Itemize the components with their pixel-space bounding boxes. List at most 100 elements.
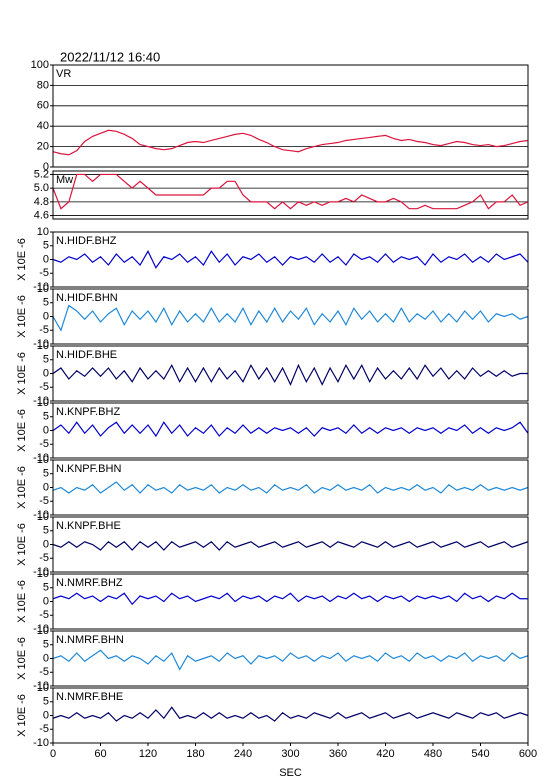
y-tick-label: -10 xyxy=(33,680,49,692)
y-tick-label: 0 xyxy=(43,709,49,721)
series-line xyxy=(52,129,529,156)
chart-title: 2022/11/12 16:40 xyxy=(60,49,160,64)
y-tick-label: 4.6 xyxy=(34,209,49,221)
y-tick-label: 5 xyxy=(43,297,49,309)
y-tick-label: 5.2 xyxy=(34,168,49,180)
y-tick-label: 10 xyxy=(37,454,49,466)
panel-title: N.NMRF.BHE xyxy=(56,691,123,703)
x-axis-label: SEC xyxy=(279,767,302,779)
y-tick-label: 10 xyxy=(37,283,49,295)
series-line xyxy=(52,649,529,671)
y-tick-label: -5 xyxy=(39,438,49,450)
y-tick-label: -10 xyxy=(33,509,49,521)
y-tick-label: 5 xyxy=(43,696,49,708)
x-tick-label: 420 xyxy=(376,748,394,760)
y-tick-label: -10 xyxy=(33,566,49,578)
y-tick-label: 10 xyxy=(37,340,49,352)
y-tick-label: 80 xyxy=(37,79,49,91)
y-tick-label: 10 xyxy=(37,625,49,637)
y-axis-label: X 10E -6 xyxy=(16,466,28,509)
y-tick-label: 5 xyxy=(43,411,49,423)
x-tick-label: 60 xyxy=(94,748,106,760)
y-axis-label: X 10E -6 xyxy=(16,580,28,623)
y-tick-label: 0 xyxy=(43,538,49,550)
x-tick-label: 120 xyxy=(139,748,157,760)
x-tick-label: 360 xyxy=(329,748,347,760)
x-tick-label: 0 xyxy=(50,748,56,760)
y-tick-label: 10 xyxy=(37,226,49,238)
y-tick-label: -10 xyxy=(33,737,49,749)
y-axis-label: X 10E -6 xyxy=(16,295,28,338)
series-line xyxy=(52,249,529,269)
y-axis-label: X 10E -6 xyxy=(16,352,28,395)
y-tick-label: 5 xyxy=(43,240,49,252)
x-tick-label: 540 xyxy=(471,748,489,760)
series-line xyxy=(52,363,528,386)
plot-frame xyxy=(52,459,529,516)
y-tick-label: -10 xyxy=(33,395,49,407)
series-line xyxy=(52,173,529,210)
y-tick-label: -5 xyxy=(39,552,49,564)
x-tick-label: 180 xyxy=(186,748,204,760)
y-tick-label: 20 xyxy=(37,141,49,153)
y-tick-label: 4.8 xyxy=(34,196,49,208)
panel-title: N.NMRF.BHZ xyxy=(56,577,123,589)
y-tick-label: -5 xyxy=(39,609,49,621)
y-tick-label: 100 xyxy=(31,59,49,71)
series-line xyxy=(52,481,529,494)
series-line xyxy=(52,421,529,438)
y-tick-label: -5 xyxy=(39,666,49,678)
x-tick-label: 480 xyxy=(424,748,442,760)
y-tick-label: 0 xyxy=(43,310,49,322)
panel-title: N.HIDF.BHN xyxy=(56,292,118,304)
y-tick-label: 10 xyxy=(37,511,49,523)
y-tick-label: 0 xyxy=(43,424,49,436)
plot-frame xyxy=(52,573,529,630)
plot-frame xyxy=(52,170,529,220)
plot-frame xyxy=(52,231,529,288)
series-line xyxy=(52,706,529,722)
y-tick-label: 5 xyxy=(43,354,49,366)
y-tick-label: -5 xyxy=(39,381,49,393)
y-tick-label: -5 xyxy=(39,267,49,279)
y-tick-label: -10 xyxy=(33,623,49,635)
y-tick-label: 40 xyxy=(37,120,49,132)
y-axis-label: X 10E -6 xyxy=(16,694,28,737)
y-axis-label: X 10E -6 xyxy=(16,409,28,452)
panel-title: VR xyxy=(56,68,71,80)
y-tick-label: -10 xyxy=(33,281,49,293)
panel-title: N.KNPF.BHE xyxy=(56,520,121,532)
y-tick-label: -5 xyxy=(39,324,49,336)
panel-title: N.KNPF.BHN xyxy=(56,463,121,475)
y-tick-label: 5 xyxy=(43,468,49,480)
y-tick-label: 0 xyxy=(43,367,49,379)
x-tick-label: 300 xyxy=(281,748,299,760)
y-tick-label: 0 xyxy=(43,481,49,493)
y-tick-label: -5 xyxy=(39,495,49,507)
panel-title: N.KNPF.BHZ xyxy=(56,406,120,418)
plot-frame xyxy=(52,516,529,573)
panel-title: N.HIDF.BHZ xyxy=(56,235,117,247)
y-tick-label: 0 xyxy=(43,161,49,173)
panel-title: N.NMRF.BHN xyxy=(56,634,124,646)
y-tick-label: 5 xyxy=(43,582,49,594)
series-line xyxy=(52,540,529,551)
x-tick-label: 600 xyxy=(519,748,537,760)
y-tick-label: 10 xyxy=(37,397,49,409)
y-axis-label: X 10E -6 xyxy=(16,523,28,566)
plot-frame xyxy=(52,402,529,459)
plot-frame xyxy=(52,64,529,168)
series-line xyxy=(52,304,529,332)
panel-title: Mw xyxy=(56,174,73,186)
y-tick-label: 0 xyxy=(43,652,49,664)
plot-frame xyxy=(52,630,529,687)
y-axis-label: X 10E -6 xyxy=(16,637,28,680)
y-tick-label: 60 xyxy=(37,100,49,112)
series-line xyxy=(52,592,528,606)
y-tick-label: 10 xyxy=(37,568,49,580)
plot-frame xyxy=(52,288,529,345)
x-tick-label: 240 xyxy=(234,748,252,760)
